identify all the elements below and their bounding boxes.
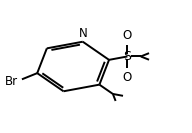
Text: S: S (123, 50, 132, 63)
Text: O: O (123, 29, 132, 42)
Text: Br: Br (5, 74, 18, 88)
Text: O: O (123, 71, 132, 84)
Text: N: N (79, 27, 88, 40)
